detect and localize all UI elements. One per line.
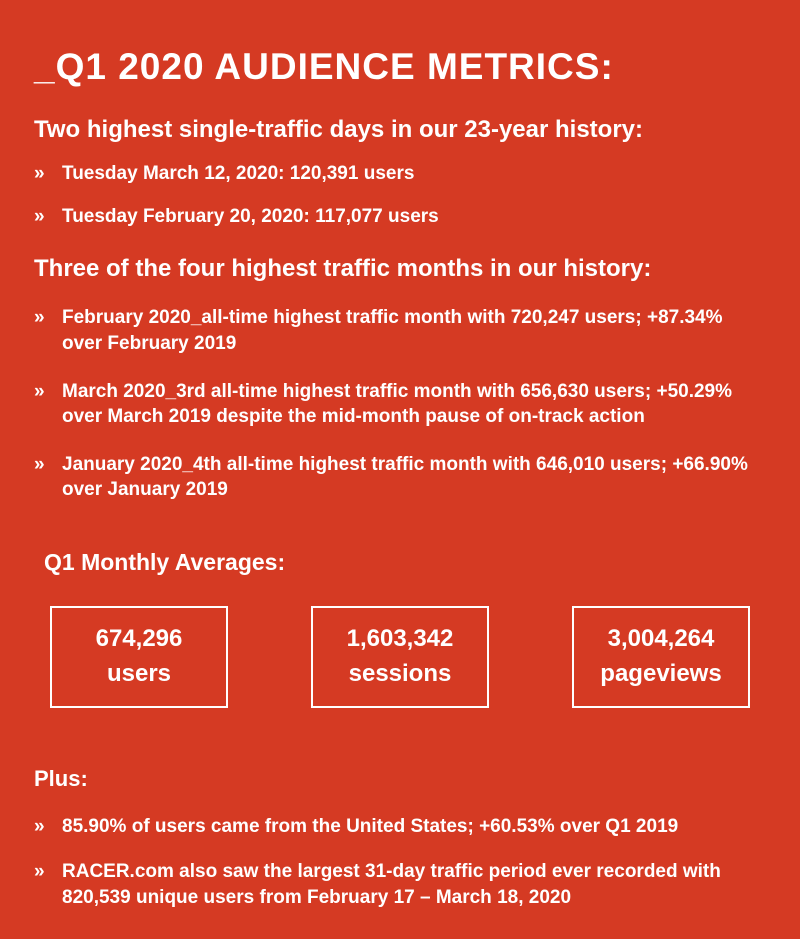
stat-box-users: 674,296 users <box>50 606 228 708</box>
list-item: » Tuesday March 12, 2020: 120,391 users <box>34 161 766 187</box>
list-item: » RACER.com also saw the largest 31-day … <box>34 859 766 910</box>
chevrons-bullet-icon: » <box>34 307 45 329</box>
stat-label: sessions <box>348 659 452 687</box>
list-item: » March 2020_3rd all-time highest traffi… <box>34 379 766 430</box>
section-heading: Three of the four highest traffic months… <box>34 255 652 283</box>
bullet-text: Tuesday March 12, 2020: 120,391 users <box>62 163 415 184</box>
plus-heading: Plus: <box>34 765 88 791</box>
stat-box-sessions: 1,603,342 sessions <box>311 606 489 708</box>
bullet-text: 85.90% of users came from the United Sta… <box>62 815 679 837</box>
stat-value: 674,296 <box>95 625 183 653</box>
chevrons-bullet-icon: » <box>34 163 45 184</box>
list-item: » January 2020_4th all-time highest traf… <box>34 452 766 503</box>
bullet-text: February 2020_all-time highest traffic m… <box>62 307 723 354</box>
list-item: » 85.90% of users came from the United S… <box>34 814 766 840</box>
bullet-text: Tuesday February 20, 2020: 117,077 users <box>62 205 439 227</box>
bullet-text: RACER.com also saw the largest 31-day tr… <box>62 861 721 908</box>
bullet-text: January 2020_4th all-time highest traffi… <box>62 453 748 501</box>
chevrons-bullet-icon: » <box>34 380 45 402</box>
stats-row: 674,296 users 1,603,342 sessions 3,004,2… <box>50 606 750 708</box>
section-monthly-averages: Q1 Monthly Averages: 674,296 users 1,603… <box>34 549 766 708</box>
section-highest-months: Three of the four highest traffic months… <box>34 255 766 503</box>
stat-box-pageviews: 3,004,264 pageviews <box>572 606 750 708</box>
averages-heading: Q1 Monthly Averages: <box>44 549 286 576</box>
chevrons-bullet-icon: » <box>34 453 45 475</box>
chevrons-bullet-icon: » <box>34 205 45 227</box>
stat-value: 1,603,342 <box>346 625 454 653</box>
stat-value: 3,004,264 <box>607 625 715 653</box>
section-highest-days: Two highest single-traffic days in our 2… <box>34 116 766 229</box>
page-title: _Q1 2020 AUDIENCE METRICS: <box>34 46 614 87</box>
section-plus: Plus: » 85.90% of users came from the Un… <box>34 766 766 911</box>
bullet-text: March 2020_3rd all-time highest traffic … <box>62 380 733 428</box>
chevrons-bullet-icon: » <box>34 861 45 883</box>
chevrons-bullet-icon: » <box>34 815 45 837</box>
section-heading: Two highest single-traffic days in our 2… <box>34 116 644 143</box>
stat-label: users <box>106 659 172 687</box>
list-item: » Tuesday February 20, 2020: 117,077 use… <box>34 204 766 230</box>
stat-label: pageviews <box>600 659 722 687</box>
list-item: » February 2020_all-time highest traffic… <box>34 305 766 356</box>
